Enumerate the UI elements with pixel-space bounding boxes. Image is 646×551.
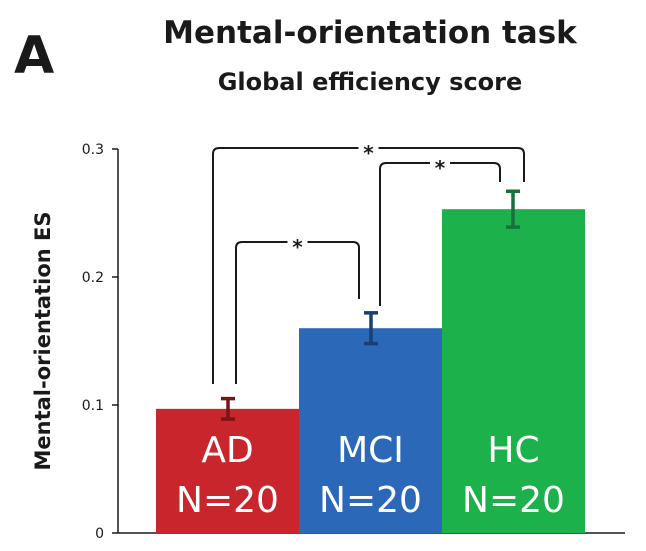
bracket-gap [287, 238, 308, 246]
panel-letter: A [14, 26, 55, 86]
y-axis-label: Mental-orientation ES [31, 212, 55, 471]
y-tick-label: 0.1 [82, 398, 104, 414]
bar-category-label: HC [487, 430, 539, 471]
bracket-mci-hc: * [379, 156, 501, 306]
y-tick-label: 0.3 [82, 142, 104, 158]
chart-labels: Mental-orientation ES AD N=20 MCI N=20 HC N=20 [31, 212, 565, 522]
bracket-gap [430, 159, 450, 167]
bracket-ad-hc: * [212, 141, 525, 384]
y-tick-label: 0 [95, 526, 104, 542]
y-tick-label: 0.2 [82, 270, 104, 286]
bar-mci [299, 328, 442, 533]
significance-star: * [435, 156, 446, 180]
bar-n-label: N=20 [462, 480, 565, 521]
chart-subtitle: Global efficiency score [217, 68, 523, 96]
bar-hc [442, 209, 585, 533]
bar-category-label: AD [201, 430, 253, 471]
bracket-gap [358, 144, 379, 152]
bar-n-label: N=20 [176, 480, 279, 521]
significance-star: * [363, 141, 374, 165]
chart-title: Mental-orientation task [163, 15, 577, 51]
significance-star: * [292, 235, 303, 259]
significance-brackets: * * * [212, 141, 525, 384]
chart-bars [156, 209, 585, 533]
bracket-ad-mci: * [235, 235, 360, 384]
bar-category-label: MCI [337, 430, 404, 471]
bar-ad [156, 408, 299, 533]
bar-n-label: N=20 [319, 480, 422, 521]
chart-error-bars [221, 189, 520, 421]
